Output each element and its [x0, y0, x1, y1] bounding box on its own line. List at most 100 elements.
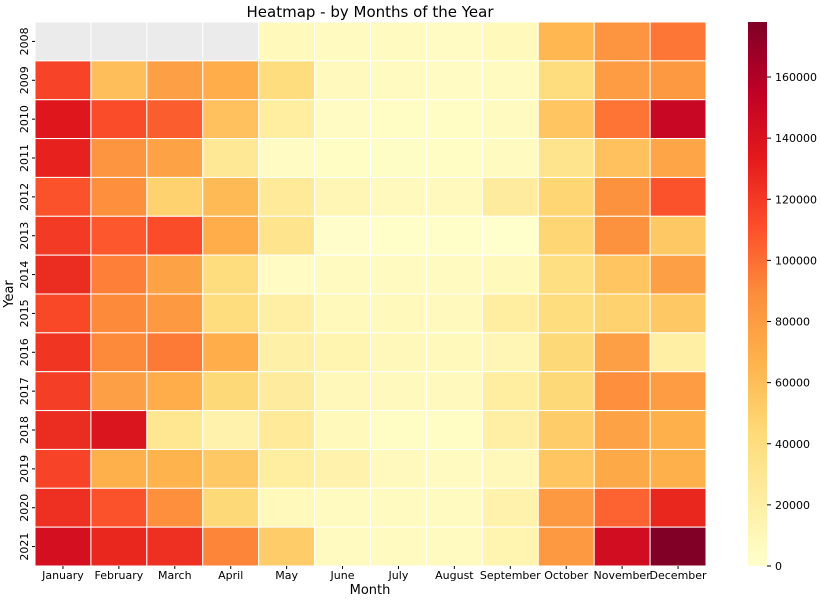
heatmap-cell: [481, 138, 539, 178]
heatmap-cell: [370, 176, 427, 217]
heatmap-cells: [34, 21, 707, 567]
heatmap-cell: [146, 215, 204, 256]
heatmap-cell: [90, 138, 148, 178]
y-tick-label: 2020: [18, 494, 31, 522]
heatmap-cell: [370, 215, 427, 256]
x-tick-label: June: [330, 569, 355, 582]
heatmap-cell: [425, 332, 483, 373]
heatmap-cell: [34, 448, 92, 489]
heatmap-cell: [34, 332, 92, 373]
heatmap-cell: [425, 448, 483, 489]
heatmap-cell: [593, 410, 651, 450]
heatmap-cell: [481, 293, 539, 334]
x-tick-label: September: [480, 569, 541, 582]
heatmap-cell: [649, 176, 707, 217]
heatmap-cell: [90, 371, 148, 412]
x-tick-label: March: [158, 569, 192, 582]
y-tick-label: 2019: [18, 455, 31, 483]
heatmap-cell: [146, 371, 204, 412]
colorbar-tick-label: 0: [775, 560, 782, 573]
colorbar-tick-label: 40000: [775, 438, 810, 451]
heatmap-cell: [649, 254, 707, 295]
heatmap-cell: [146, 176, 204, 217]
heatmap-cell: [202, 410, 260, 450]
heatmap-cell: [202, 293, 260, 334]
y-axis-title: Year: [2, 280, 17, 309]
heatmap-cell: [370, 332, 427, 373]
heatmap-cell: [593, 371, 651, 412]
colorbar-tick-label: 100000: [775, 254, 817, 267]
heatmap-cell: [425, 410, 483, 450]
colorbar-ticks: 0 20000 40000 60000 80000 100000 120000 140000 1…: [767, 71, 817, 573]
colorbar-tick-label: 60000: [775, 377, 810, 390]
heatmap-cell: [370, 99, 427, 140]
heatmap-cell: [34, 99, 92, 140]
heatmap-cell: [314, 99, 372, 140]
heatmap-cell: [425, 215, 483, 256]
heatmap-cell: [314, 410, 372, 450]
heatmap-cell: [34, 176, 92, 217]
heatmap-cell: [34, 410, 92, 450]
heatmap-cell: [34, 215, 92, 256]
heatmap-cell: [425, 371, 483, 412]
heatmap-cell: [146, 60, 204, 101]
heatmap-cell: [258, 293, 316, 334]
x-tick-label: January: [41, 569, 84, 582]
heatmap-cell: [593, 60, 651, 101]
heatmap-cell: [34, 371, 92, 412]
x-tick-label: August: [435, 569, 474, 582]
heatmap-cell: [258, 60, 316, 101]
colorbar-tick-label: 160000: [775, 71, 817, 84]
heatmap-cell: [649, 21, 707, 62]
heatmap-cell: [90, 21, 148, 62]
heatmap-cell: [202, 21, 260, 62]
y-tick-label: 2014: [18, 261, 31, 289]
heatmap-cell: [314, 138, 372, 178]
heatmap-cell: [425, 99, 483, 140]
heatmap-cell: [258, 176, 316, 217]
heatmap-cell: [425, 293, 483, 334]
heatmap-cell: [481, 410, 539, 450]
heatmap-cell: [90, 410, 148, 450]
heatmap-cell: [370, 371, 427, 412]
heatmap-cell: [146, 448, 204, 489]
heatmap-cell: [314, 371, 372, 412]
heatmap-cell: [481, 254, 539, 295]
heatmap-cell: [146, 254, 204, 295]
heatmap-cell: [370, 21, 427, 62]
heatmap-cell: [90, 332, 148, 373]
heatmap-cell: [481, 99, 539, 140]
y-tick-label: 2013: [18, 222, 31, 250]
heatmap-cell: [370, 293, 427, 334]
heatmap-cell: [481, 215, 539, 256]
heatmap-cell: [593, 332, 651, 373]
heatmap-cell: [425, 254, 483, 295]
heatmap-cell: [649, 293, 707, 334]
heatmap-cell: [593, 487, 651, 528]
x-tick-label: November: [594, 569, 652, 582]
heatmap-cell: [537, 332, 595, 373]
heatmap-cell: [593, 176, 651, 217]
heatmap-cell: [481, 176, 539, 217]
heatmap-cell: [593, 448, 651, 489]
y-tick-labels: 2008 2009 2010 2011 2012 2013 2014 2015 2016 2017…: [18, 27, 35, 561]
heatmap-cell: [146, 487, 204, 528]
x-tick-label: July: [388, 569, 409, 582]
heatmap-cell: [34, 293, 92, 334]
heatmap-cell: [90, 293, 148, 334]
heatmap-cell: [481, 60, 539, 101]
x-tick-label: October: [544, 569, 588, 582]
heatmap-cell: [314, 526, 372, 567]
heatmap-cell: [649, 371, 707, 412]
heatmap-cell: [314, 293, 372, 334]
heatmap-cell: [202, 526, 260, 567]
heatmap-cell: [481, 371, 539, 412]
heatmap-cell: [425, 487, 483, 528]
heatmap-cell: [146, 332, 204, 373]
heatmap-cell: [425, 21, 483, 62]
heatmap-cell: [258, 254, 316, 295]
x-tick-label: February: [95, 569, 144, 582]
heatmap-cell: [202, 254, 260, 295]
heatmap-cell: [593, 138, 651, 178]
